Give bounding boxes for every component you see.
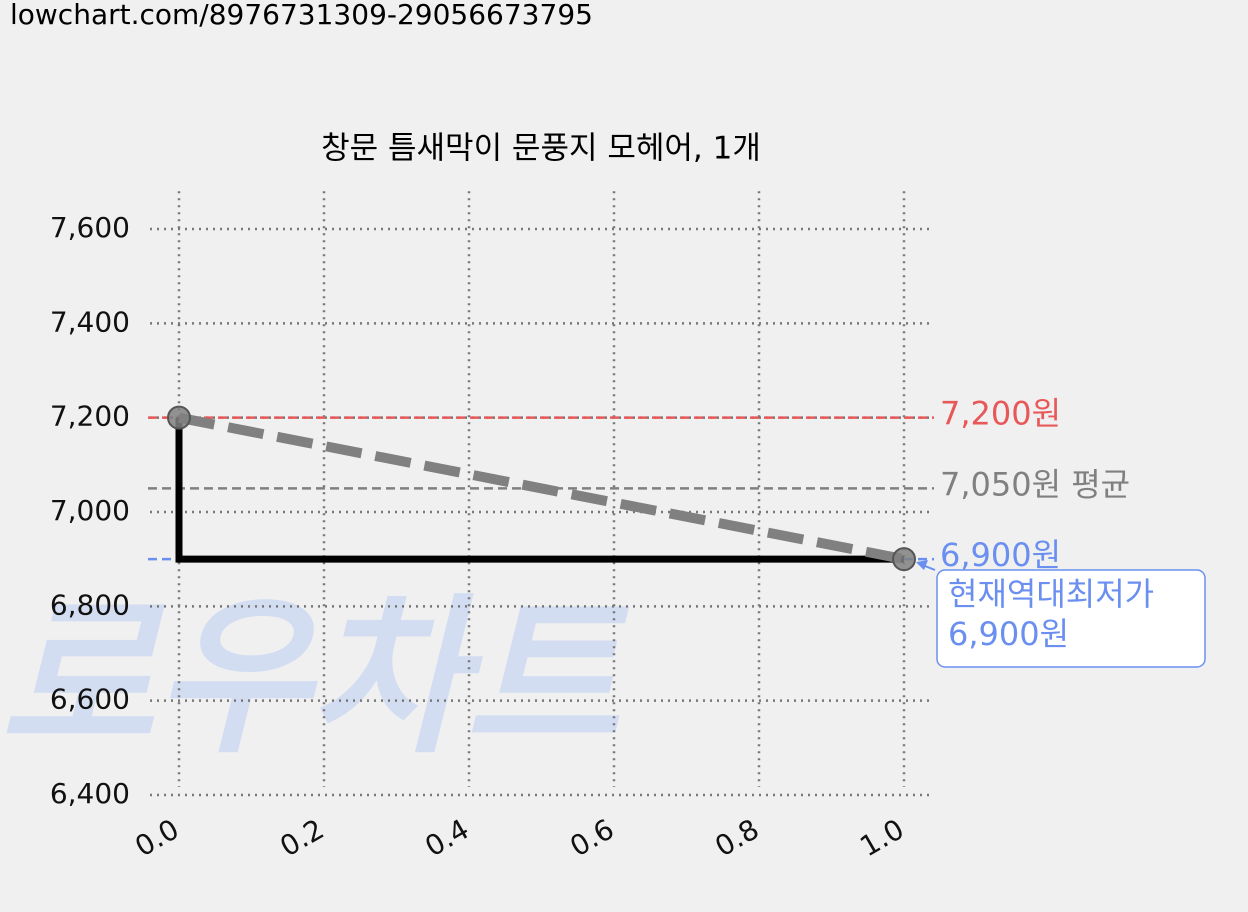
y-tick-label: 6,400	[50, 777, 130, 810]
x-tick-label: 0.6	[564, 812, 619, 863]
y-tick-label: 7,600	[50, 211, 130, 244]
reference-label: 7,200원	[940, 395, 1061, 433]
point	[892, 547, 916, 572]
y-tick-label: 7,400	[50, 305, 130, 338]
annotation-text: 6,900원	[948, 615, 1069, 653]
y-tick-label: 7,200	[50, 400, 130, 433]
price-line	[175, 417, 904, 563]
chart-title: 창문 틈새막이 문풍지 모헤어, 1개	[321, 131, 761, 167]
reference-label: 7,050원 평균	[940, 465, 1130, 503]
x-tick-label: 0.8	[709, 812, 764, 863]
y-tick-label: 6,800	[50, 588, 130, 621]
annotation-text: 현재역대최저가	[948, 575, 1154, 613]
annotation-box	[936, 569, 1206, 668]
url: lowchart.com/8976731309-29056673795	[10, 0, 593, 31]
x-tick-label: 0.4	[419, 812, 474, 863]
point	[167, 405, 191, 430]
watermark: 로우차트	[0, 579, 630, 777]
trend-line	[178, 412, 905, 565]
y-tick-label: 6,600	[50, 683, 130, 716]
x-tick-label: 0.0	[129, 812, 184, 863]
y-tick-label: 7,000	[50, 494, 130, 527]
annotation-arrowhead	[916, 560, 928, 571]
x-tick-label: 0.2	[274, 812, 329, 863]
reference-label: 6,900원	[940, 536, 1061, 574]
x-tick-label: 1.0	[854, 812, 909, 863]
